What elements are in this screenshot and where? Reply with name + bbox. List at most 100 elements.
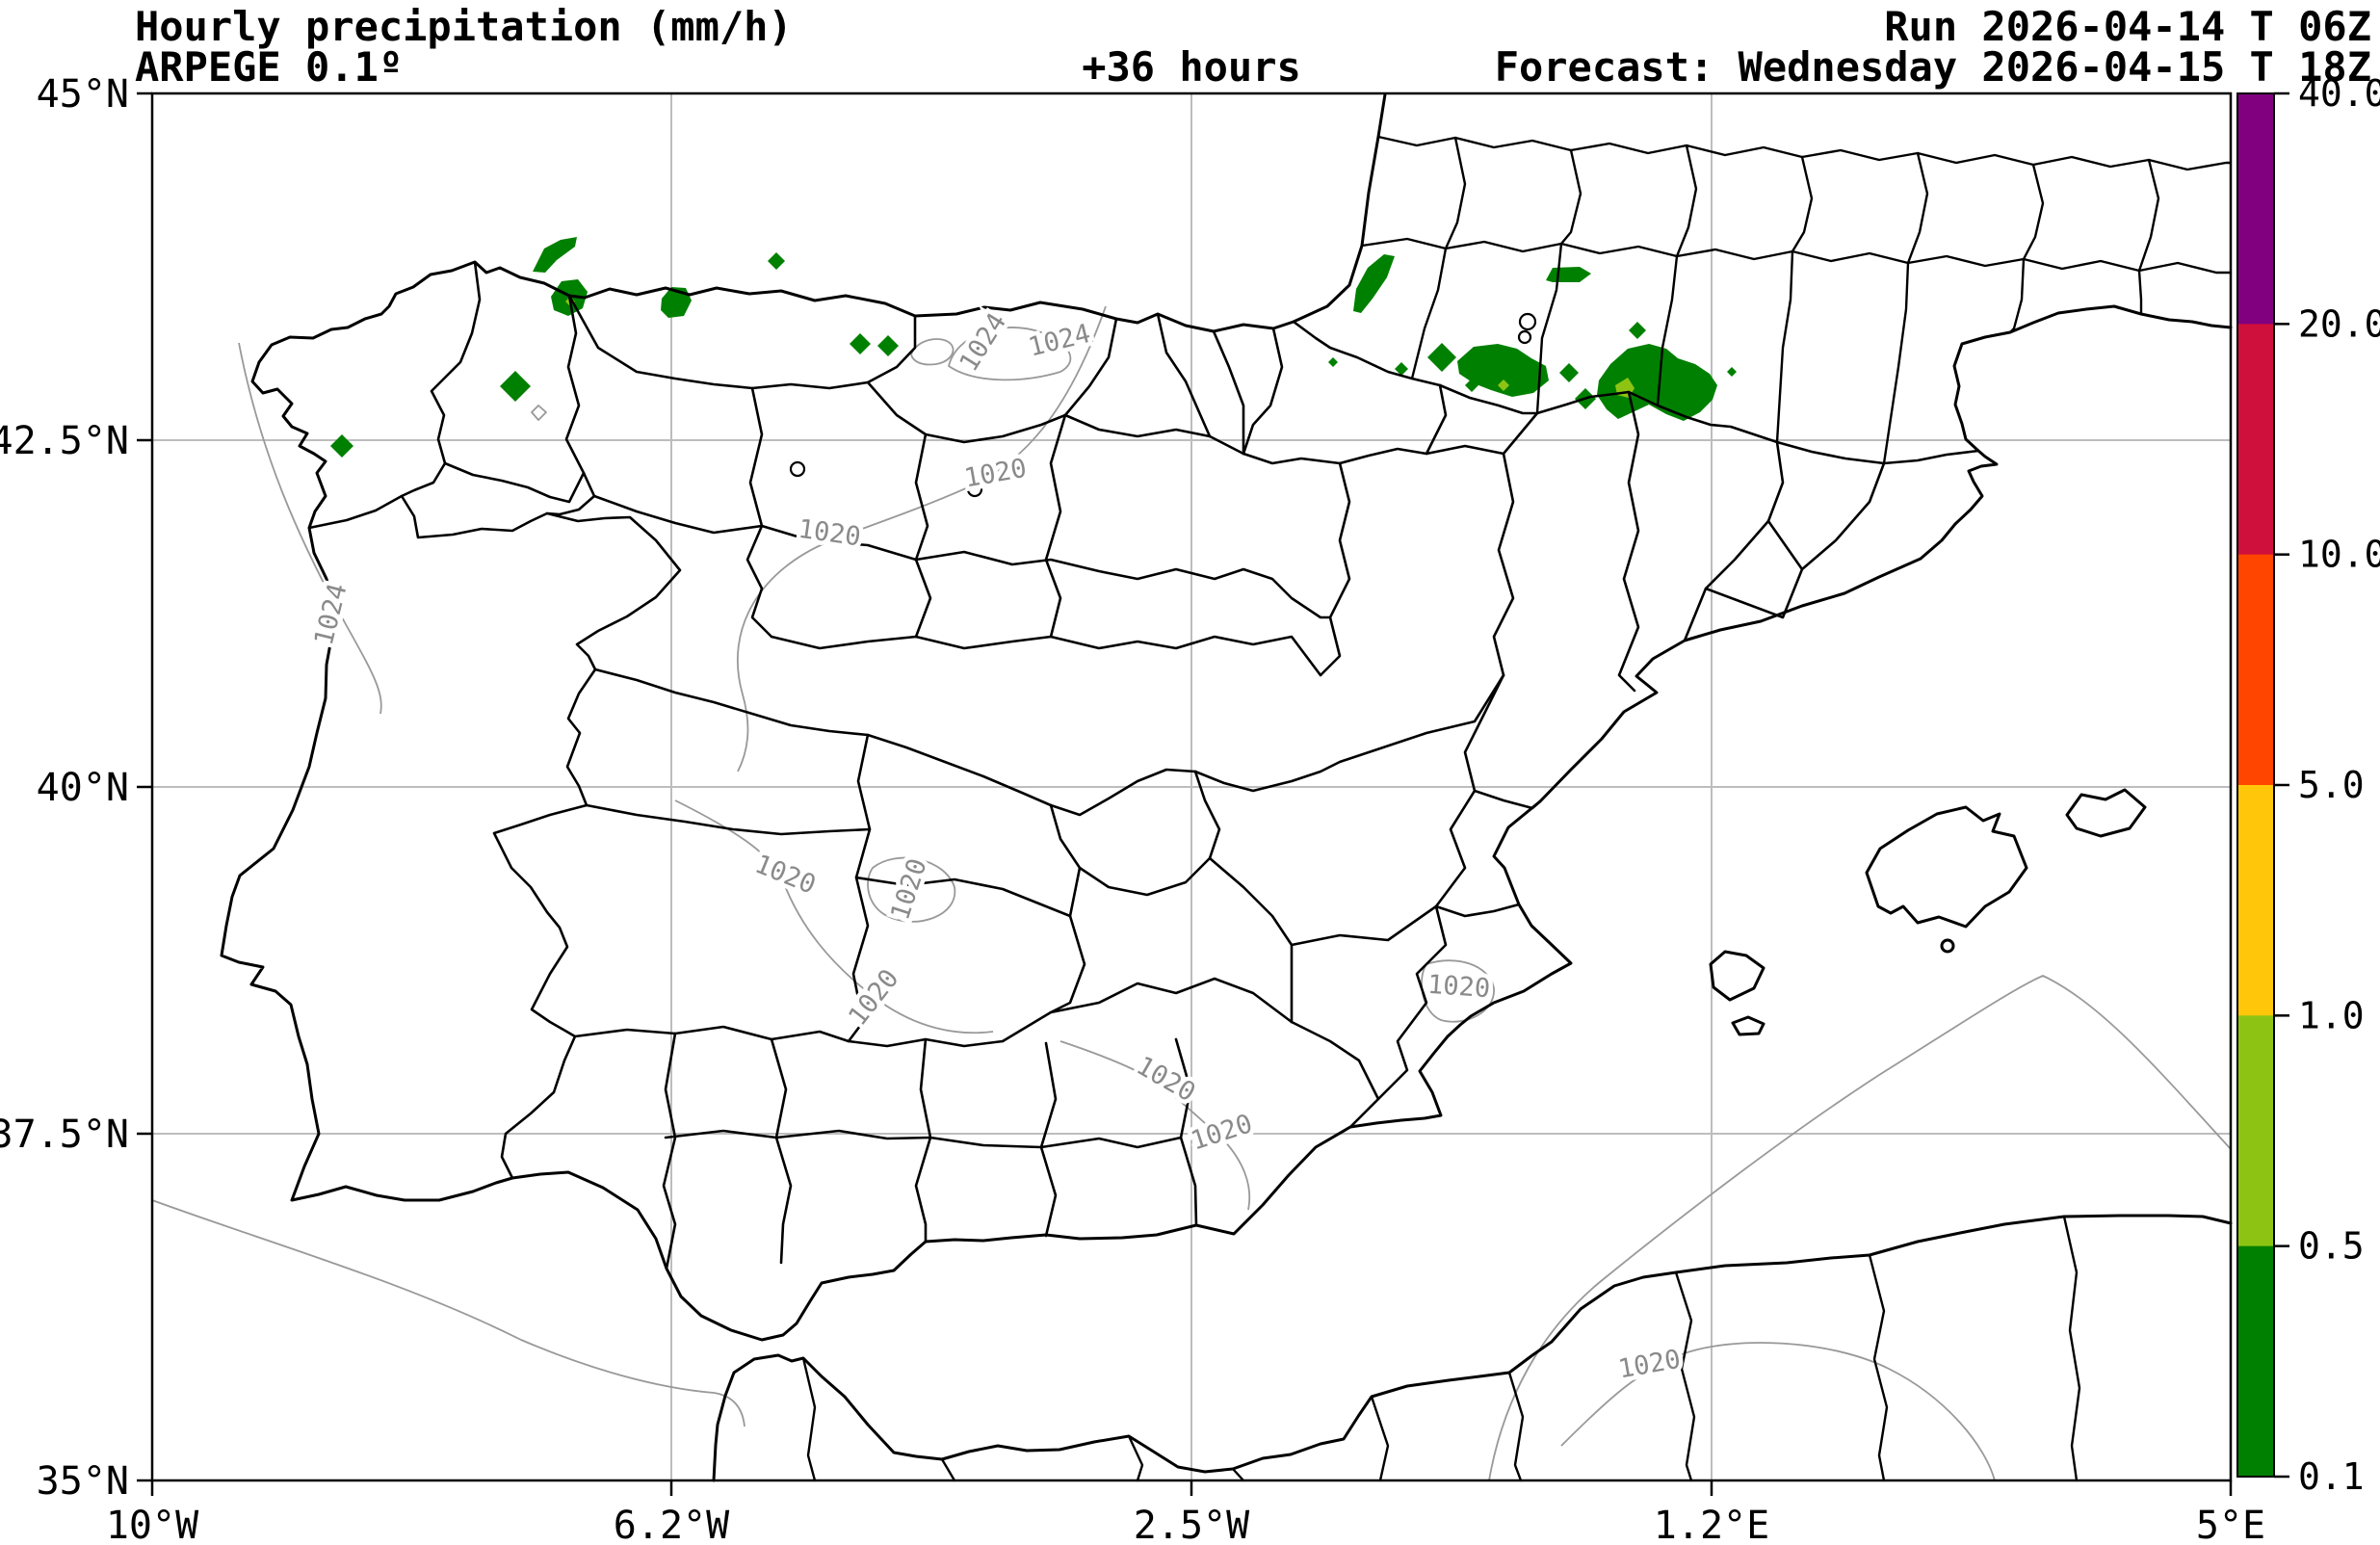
colorbar-segment: [2237, 1015, 2274, 1247]
france-department-border: [1535, 242, 1563, 415]
province-border: [443, 461, 586, 504]
isobar-contour: [151, 1199, 745, 1427]
province-border: [847, 733, 872, 1043]
enclave-boundary: [966, 481, 983, 498]
africa-region-border: [1370, 1395, 1390, 1482]
precipitation-area: [500, 371, 531, 402]
longitude-label: 6.2°W: [614, 1504, 730, 1545]
longitude-label: 2.5°W: [1134, 1504, 1250, 1545]
isobar-value-label: 1024: [309, 581, 353, 649]
france-department-border: [1675, 144, 1698, 258]
precipitation-area: [1559, 363, 1579, 382]
isobar-value-label: 1024: [1026, 319, 1094, 363]
colorbar-tick-label: 0.5: [2298, 1225, 2365, 1268]
france-department-border: [1791, 155, 1814, 253]
precipitation-area: [1457, 344, 1549, 397]
precipitation-area: [1597, 344, 1717, 421]
precipitation-area: [1629, 322, 1646, 339]
province-border: [593, 668, 1505, 817]
province-border: [1063, 317, 1118, 417]
province-border: [745, 386, 773, 639]
isobar-contour: [867, 856, 956, 923]
province-border: [914, 432, 932, 639]
province-border: [592, 494, 1332, 619]
province-border: [1683, 440, 1785, 642]
isobar-value-label: 1020: [797, 514, 863, 553]
portugal-spain-border: [307, 494, 682, 1180]
province-border: [545, 294, 596, 516]
province-border: [1348, 673, 1505, 1129]
province-border: [1425, 383, 1448, 456]
africa-region-border: [1674, 1270, 1696, 1482]
colorbar-tick-label: 40.0: [2298, 72, 2380, 115]
isobar-value-label: 1024: [954, 308, 1012, 378]
france-department-border: [1882, 261, 1910, 465]
precipitation-area: [877, 335, 899, 356]
isobar-labels: 1024 1024 1024 1020 1020 1020 1020 1020 1020 1020…: [304, 303, 1687, 1389]
isobar-contour: [1488, 975, 2232, 1481]
pyrenees-border: [1292, 320, 1980, 465]
colorbar-segment: [2237, 93, 2274, 325]
province-border: [1208, 856, 1294, 1024]
precipitation-area: [330, 434, 353, 458]
france-department-border: [1559, 148, 1582, 246]
africa-coastline: [712, 1214, 2233, 1482]
colorbar-tick-label: 10.0: [2298, 534, 2380, 576]
province-border: [914, 1037, 932, 1244]
province-border: [1290, 904, 1438, 947]
province-border: [1492, 452, 1515, 677]
province-border: [1044, 413, 1067, 639]
axes: 10°W 6.2°W 2.5°W 1.2°E 5°E 45°N 42.5°N 40°N 37.5…: [0, 72, 2265, 1545]
colorbar-tick-label: 5.0: [2298, 764, 2365, 806]
africa-region-border: [2062, 1215, 2081, 1482]
province-border: [1156, 312, 1212, 438]
latitude-label: 45°N: [37, 72, 129, 117]
isobar-contour: [1560, 1342, 1996, 1481]
isobar-value-label: 1020: [962, 454, 1029, 494]
province-border: [1473, 789, 1542, 810]
province-border: [770, 1037, 793, 1265]
formentera-island: [1731, 1015, 1765, 1036]
france-department-border: [1376, 135, 2233, 171]
isobar-contour: [910, 338, 955, 366]
precipitation-area: [850, 333, 871, 354]
isobar-contour: [948, 327, 1072, 381]
province-border: [1242, 411, 1539, 465]
iberia-coastline: [220, 92, 2233, 1342]
province-border: [866, 380, 1245, 456]
africa-region-border: [1231, 1467, 1245, 1482]
precipitation-colorbar: 40.0 20.0 10.0 5.0 1.0 0.5 0.1: [2236, 72, 2380, 1498]
menorca-island: [2065, 788, 2147, 838]
isobar-contour: [531, 405, 547, 421]
colorbar-tick-label: 0.1: [2298, 1455, 2365, 1498]
colorbar-tick-label: 1.0: [2298, 994, 2365, 1036]
france-department-border: [2137, 269, 2143, 316]
isobar-contour: [238, 342, 382, 715]
precipitation-area: [1727, 367, 1737, 377]
precipitation-area: [1353, 254, 1395, 313]
precipitation-area: [1465, 379, 1478, 392]
africa-region-border: [1127, 1434, 1144, 1482]
geography: [220, 92, 2233, 1482]
province-border: [1766, 461, 1886, 571]
latitude-label: 40°N: [37, 766, 129, 810]
isobar-value-label: 1020: [1131, 1051, 1200, 1108]
france-department-border: [1656, 254, 1679, 407]
province-border: [1039, 1041, 1058, 1238]
isobar-contours: [151, 305, 2232, 1481]
precipitation-area: [1328, 357, 1338, 367]
province-border: [1001, 977, 1294, 1043]
isobar-value-label: 1020: [1616, 1345, 1683, 1385]
mallorca-island: [1865, 805, 2028, 929]
latitude-label: 37.5°N: [0, 1113, 129, 1157]
precipitation-area: [1498, 380, 1509, 391]
province-border: [770, 635, 1322, 677]
precipitation-area: [1395, 362, 1408, 376]
france-department-border: [1410, 247, 1448, 380]
province-border: [573, 1025, 1005, 1048]
enclave-boundary: [1517, 329, 1532, 345]
longitude-label: 5°E: [2196, 1504, 2265, 1545]
france-department-border: [2022, 163, 2045, 261]
